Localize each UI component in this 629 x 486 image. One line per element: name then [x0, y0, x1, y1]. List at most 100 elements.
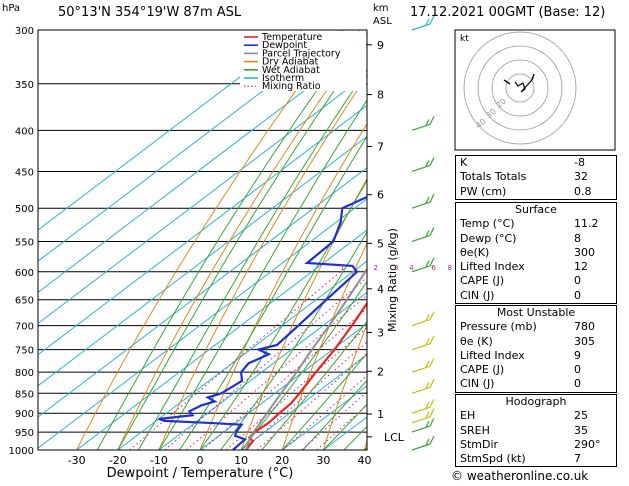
wet-adiabat-line: [137, 68, 367, 450]
dry-adiabat-line: [117, 31, 367, 450]
wet-adiabat-line: [199, 179, 367, 450]
index-value: 0: [574, 377, 581, 391]
pressure-tick-label: 350: [15, 80, 34, 91]
temperature-line: [245, 301, 367, 450]
km-tick-label: 6: [377, 189, 384, 202]
wind-barb: [411, 311, 435, 327]
mixing-ratio-label: 1: [340, 264, 344, 272]
copyright-text: © weatheronline.co.uk: [451, 469, 589, 483]
index-row: Temp (°C) 11.2: [456, 217, 616, 231]
wet-adiabat-line: [158, 99, 367, 450]
km-tick-label: 4: [377, 283, 384, 296]
km-tick-label: 1: [377, 408, 384, 421]
mixing-ratio-label: 6: [431, 264, 436, 272]
index-row: Dewp (°C) 8: [456, 232, 616, 246]
mixing-ratio-line: [186, 294, 367, 450]
mixing-ratio-label: 3: [394, 264, 398, 272]
temperature-tick-label: 20: [275, 454, 289, 467]
index-label: Lifted Index: [460, 260, 525, 274]
index-label: Pressure (mb): [460, 320, 537, 334]
hodograph-unit-label: kt: [460, 34, 469, 44]
isotherm-line: [38, 167, 367, 418]
index-label: CIN (J): [460, 377, 495, 391]
wet-adiabat-line: [323, 403, 367, 450]
wind-barb: [411, 335, 435, 351]
index-value: 11.2: [574, 217, 599, 231]
wind-barb: [411, 15, 435, 31]
hodograph-ring: [505, 73, 535, 103]
hodograph-trace: [514, 79, 533, 93]
index-value: 8: [574, 231, 581, 245]
index-value: 0: [574, 288, 581, 302]
legend-entry-label: Isotherm: [262, 73, 304, 84]
legend-entry-label: Dry Adiabat: [262, 57, 319, 68]
dry-adiabat-line: [240, 177, 367, 450]
hodograph-table: Hodograph EH 25 SREH 35 StmDir 290° StmSpd (kt…: [455, 394, 617, 468]
wet-adiabat-line: [178, 135, 367, 450]
wind-barbs: [411, 15, 435, 451]
temperature-tick-label: 0: [197, 454, 204, 467]
index-label: θe(K): [460, 245, 490, 259]
index-label: Totals Totals: [460, 170, 527, 184]
mixing-ratio-line: [256, 353, 367, 450]
index-row: θe(K) 300: [456, 246, 616, 260]
km-unit-label: km: [373, 3, 389, 14]
index-row: Lifted Index 9: [456, 349, 616, 363]
wind-barb: [411, 417, 435, 433]
index-label: EH: [460, 409, 476, 423]
hodograph-ring: [477, 45, 563, 131]
wind-barb: [411, 398, 435, 414]
km-tick-label: 9: [377, 39, 384, 52]
hpa-unit-label: hPa: [2, 3, 21, 14]
isotherm-line: [38, 30, 344, 262]
isotherm-line: [38, 73, 367, 325]
mixing-ratio-label: 8: [448, 264, 452, 272]
temperature-tick-label: -10: [150, 454, 168, 467]
isotherm-line: [38, 104, 367, 356]
index-value: 9: [574, 348, 581, 362]
legend-entry-label: Mixing Ratio: [262, 81, 321, 92]
isotherm-line: [199, 322, 367, 450]
most-unstable-table: Most Unstable Pressure (mb) 780 θe (K) 305 L…: [455, 305, 617, 393]
index-value: 25: [574, 409, 588, 423]
wind-barb: [411, 408, 435, 424]
index-label: CIN (J): [460, 288, 495, 302]
index-label: Lifted Index: [460, 348, 525, 362]
index-label: StmSpd (kt): [460, 452, 526, 466]
index-value: 290°: [574, 437, 601, 451]
km-tick-label: LCL: [384, 431, 405, 444]
chart-axes: 3003504004505005506006507007508008509009…: [9, 26, 405, 467]
index-label: K: [460, 156, 468, 169]
temperature-tick-label: 40: [358, 454, 372, 467]
mixing-ratio-label: 2: [373, 264, 377, 272]
pressure-tick-label: 1000: [9, 446, 34, 457]
pressure-tick-label: 550: [15, 237, 34, 248]
km-tick-label: 3: [377, 326, 384, 339]
wind-barb: [411, 157, 435, 173]
km-tick-label: 5: [377, 237, 384, 250]
index-row: Pressure (mb) 780: [456, 320, 616, 334]
index-value: 0.8: [574, 184, 592, 198]
index-value: 780: [574, 320, 595, 334]
index-row: Totals Totals 32: [456, 170, 616, 184]
index-label: Dewp (°C): [460, 231, 517, 245]
dry-adiabat-line: [199, 122, 367, 450]
isotherm-line: [38, 30, 303, 231]
hodograph-ring: [463, 31, 577, 145]
mixing-ratio-line: [164, 276, 367, 450]
pressure-tick-label: 850: [15, 389, 34, 400]
location-title: 50°13'N 354°19'W 87m ASL: [58, 5, 242, 20]
index-value: 32: [574, 170, 588, 184]
wet-adiabat-line: [96, 30, 361, 450]
index-row: PW (cm) 0.8: [456, 185, 616, 199]
pressure-tick-label: 700: [15, 322, 34, 333]
mixing-ratio-line: [242, 341, 367, 450]
index-value: 0: [574, 274, 581, 288]
plot-frame: [37, 29, 368, 451]
mixing-ratio-line: [225, 327, 367, 450]
index-value: 35: [574, 423, 588, 437]
index-row: CAPE (J) 0: [456, 274, 616, 288]
dry-adiabat-line: [158, 74, 367, 450]
